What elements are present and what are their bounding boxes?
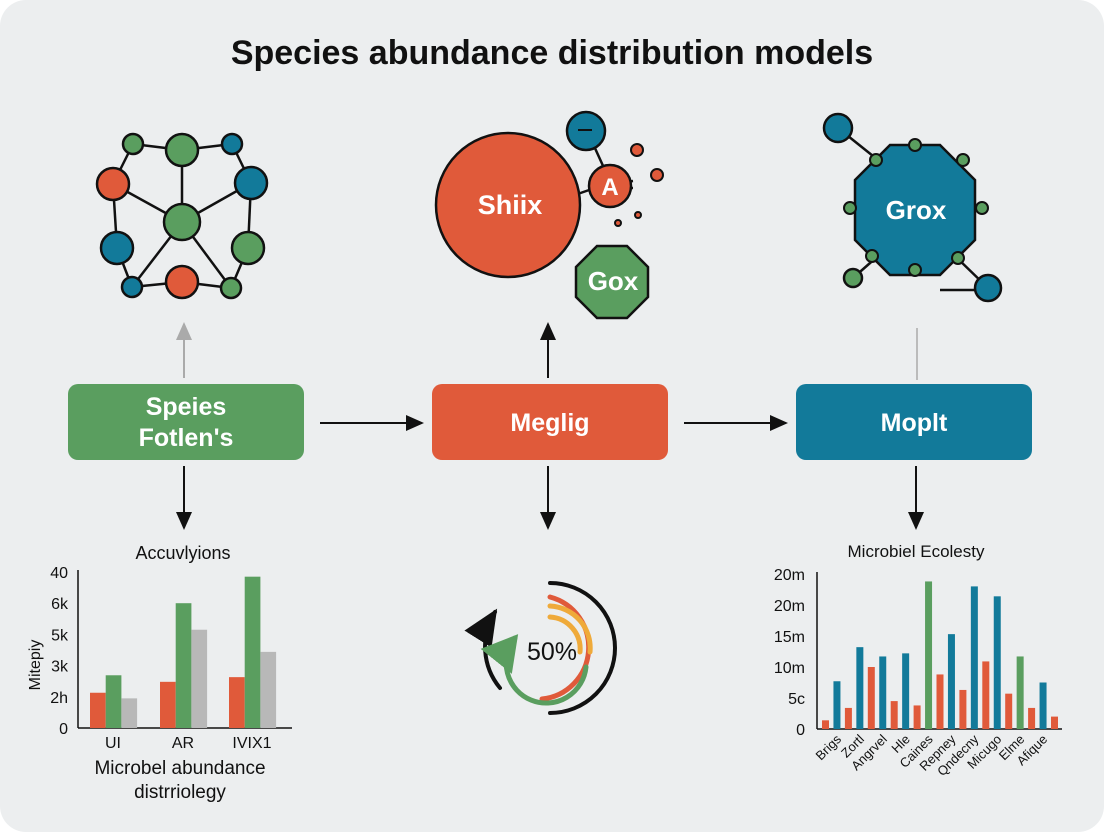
bar — [947, 634, 955, 729]
bar — [90, 692, 106, 728]
bar — [244, 576, 261, 728]
network-node — [219, 276, 243, 300]
bar — [175, 603, 192, 728]
octagon — [574, 244, 650, 320]
bar — [982, 661, 990, 729]
y-tick-label: 20m — [774, 598, 805, 615]
y-tick-label: 10m — [774, 660, 805, 677]
box-meglig — [432, 384, 668, 460]
bar — [925, 581, 933, 729]
bar — [1039, 682, 1047, 729]
box-species — [68, 384, 304, 460]
box-moplt-label: Moplt — [881, 409, 948, 437]
network-node — [233, 165, 269, 201]
bar — [844, 707, 852, 729]
progress-ring-icon — [464, 581, 617, 715]
left-chart-title: Accuvlyions — [135, 543, 230, 563]
connectors — [176, 322, 924, 530]
bar — [1028, 707, 1036, 729]
bar — [890, 701, 898, 729]
network-node — [220, 132, 244, 156]
y-tick-label: 0 — [59, 721, 68, 738]
category-label: IVIX1 — [232, 735, 271, 752]
network-node — [121, 132, 145, 156]
small-circle-label: A — [601, 174, 618, 201]
left-chart-xlabel-1: Microbel abundance — [94, 758, 265, 779]
bar — [105, 675, 122, 728]
y-tick-label: 5c — [788, 691, 805, 708]
octagon-label: Gox — [588, 266, 639, 296]
network-node — [164, 264, 200, 300]
bar — [160, 681, 176, 728]
bar — [856, 647, 864, 729]
right-chart-title: Microbiel Ecolesty — [848, 542, 985, 561]
bar — [959, 689, 967, 729]
bar — [936, 674, 944, 729]
box-meglig-label: Meglig — [510, 409, 589, 437]
network-node — [164, 132, 200, 168]
bar — [822, 720, 829, 729]
left-chart-xlabel-2: distrriolegy — [134, 782, 226, 803]
network-node — [230, 230, 266, 266]
middle-cluster — [434, 110, 664, 320]
bar — [913, 705, 921, 729]
y-tick-label: 15m — [774, 629, 805, 646]
bar — [867, 667, 875, 729]
y-tick-label: 3k — [51, 659, 69, 676]
network-node — [120, 275, 144, 299]
right-bar-chart: Microbiel Ecolesty 05c10m15m20m20mBrigsZ… — [774, 542, 1062, 779]
bar — [191, 629, 208, 728]
y-tick-label: 20m — [774, 567, 805, 584]
big-circle — [434, 131, 582, 279]
y-tick-label: 5k — [51, 627, 69, 644]
bar — [1016, 656, 1024, 729]
category-label: AR — [172, 735, 194, 752]
category-label: UI — [105, 735, 121, 752]
bar — [260, 651, 277, 728]
bar — [1051, 716, 1058, 729]
bar — [970, 586, 978, 729]
bar — [993, 596, 1001, 729]
network-graph-icon — [95, 132, 269, 300]
bar — [879, 656, 887, 729]
network-node — [95, 166, 131, 202]
left-bar-chart: Accuvlyions Mitepiy Microbel abundance d… — [27, 543, 292, 803]
progress-label: 50% — [527, 638, 577, 666]
left-chart-ylabel: Mitepiy — [27, 640, 44, 691]
bar — [833, 681, 841, 729]
bar — [1005, 693, 1013, 729]
y-tick-label: 40 — [50, 565, 68, 582]
big-circle-label: Shiix — [478, 190, 543, 220]
network-node — [162, 202, 202, 242]
diagram-title: Species abundance distribution models — [231, 34, 873, 72]
bar — [229, 677, 245, 728]
box-moplt — [796, 384, 1032, 460]
bar — [902, 653, 910, 729]
y-tick-label: 2h — [50, 690, 68, 707]
small-circle — [587, 163, 633, 209]
y-tick-label: 0 — [796, 722, 805, 739]
box-species-line2: Fotlen's — [139, 424, 234, 452]
box-species-line1: Speies — [146, 393, 227, 421]
network-node — [99, 230, 135, 266]
bar — [121, 698, 138, 728]
y-tick-label: 6k — [51, 596, 69, 613]
right-octagon-graph — [822, 112, 1003, 303]
right-octagon-label: Grox — [886, 195, 947, 225]
